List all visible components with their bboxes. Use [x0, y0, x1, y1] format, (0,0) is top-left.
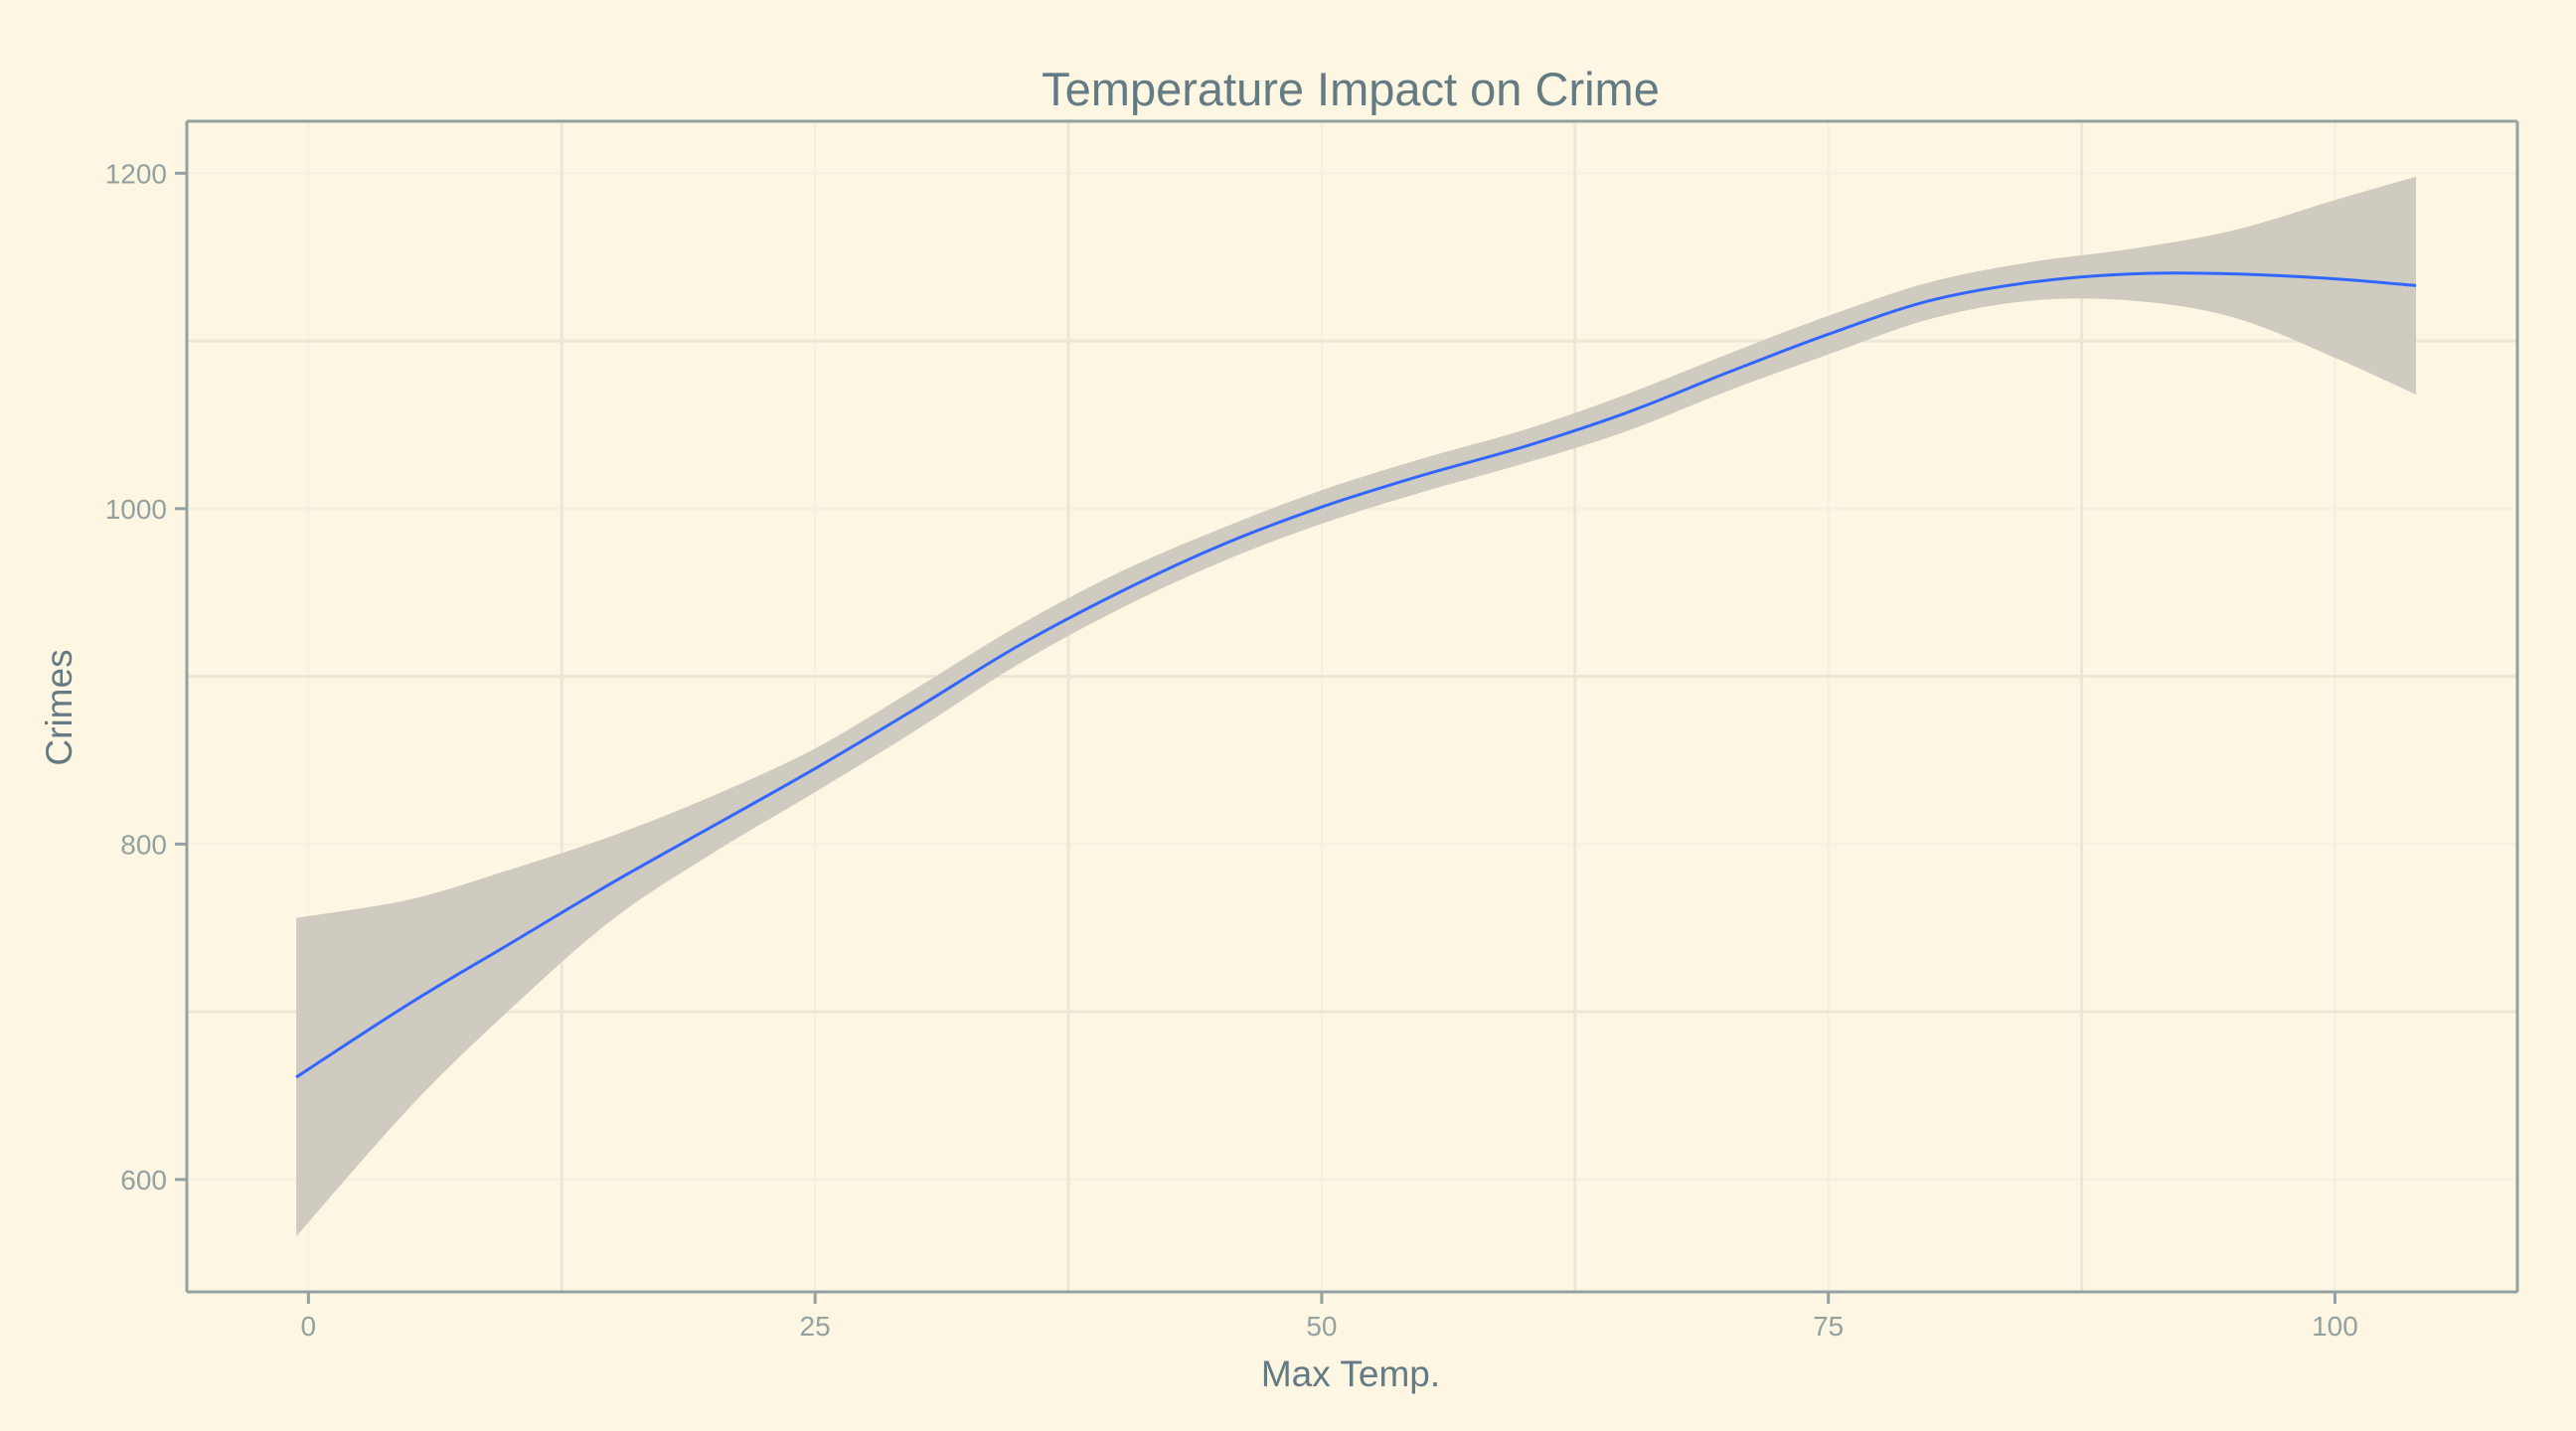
confidence-band: [296, 176, 2417, 1237]
trend-line: [295, 271, 2417, 1079]
axes: [175, 119, 2519, 1304]
major-gridlines: [187, 121, 2517, 1292]
y-tick-label: 1200: [105, 158, 167, 189]
x-tick-label: 25: [800, 1311, 831, 1342]
trend-line-layer: [295, 271, 2417, 1079]
x-tick-label: 0: [301, 1311, 317, 1342]
confidence-band-layer: [296, 176, 2417, 1237]
y-tick-label: 600: [120, 1165, 167, 1195]
x-tick-label: 100: [2312, 1311, 2358, 1342]
y-tick-label: 1000: [105, 494, 167, 525]
tick-labels: 0 25 50 75 100 600 800 1000 1200: [105, 158, 2358, 1342]
y-tick-label: 800: [120, 829, 167, 860]
chart-title: Temperature Impact on Crime: [1042, 63, 1660, 115]
x-axis-title: Max Temp.: [1261, 1353, 1440, 1394]
y-axis-title: Crimes: [39, 649, 80, 765]
minor-gridlines: [187, 121, 2517, 1292]
x-tick-label: 75: [1813, 1311, 1844, 1342]
x-tick-label: 50: [1306, 1311, 1337, 1342]
